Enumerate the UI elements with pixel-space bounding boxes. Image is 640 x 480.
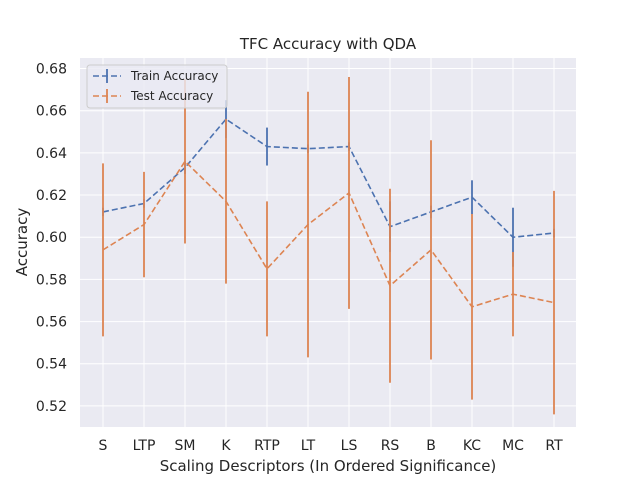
x-tick-label: B [426,438,436,454]
y-tick-label: 0.52 [36,399,67,415]
y-tick-label: 0.54 [36,357,67,373]
y-tick-label: 0.60 [36,230,67,246]
legend-item: Train Accuracy [93,69,218,83]
x-tick-labels: S LTP SM K RTP LT LS RS B KC MC RT [99,438,564,454]
y-tick-label: 0.68 [36,62,67,78]
x-tick-label: SM [175,438,196,454]
x-tick-label: RTP [254,438,280,454]
series-1 [102,76,555,415]
x-tick-label: MC [502,438,524,454]
x-tick-label: RT [545,438,563,454]
y-tick-label: 0.58 [36,272,67,288]
series-layer [102,76,555,415]
chart-title: TFC Accuracy with QDA [239,35,417,53]
x-tick-label: LTP [133,438,156,454]
x-tick-label: LS [341,438,358,454]
y-tick-label: 0.56 [36,315,67,331]
series-line [102,118,555,239]
x-axis-label: Scaling Descriptors (In Ordered Signific… [160,457,497,475]
x-tick-label: K [221,438,231,454]
legend-label: Test Accuracy [130,89,213,103]
y-tick-label: 0.64 [36,146,67,162]
legend-item: Test Accuracy [93,89,213,103]
plot-area [80,58,576,427]
x-tick-label: RS [381,438,400,454]
y-axis-label: Accuracy [13,208,31,277]
legend: Train Accuracy Test Accuracy [86,64,228,109]
legend-box [86,64,228,109]
y-tick-label: 0.62 [36,188,67,204]
x-tick-label: LT [301,438,316,454]
y-tick-label: 0.66 [36,104,67,120]
x-tick-label: KC [463,438,481,454]
legend-label: Train Accuracy [130,69,218,83]
x-tick-label: S [99,438,108,454]
y-tick-labels: 0.52 0.54 0.56 0.58 0.60 0.62 0.64 0.66 0.68 [36,62,67,415]
series-line [102,160,555,308]
